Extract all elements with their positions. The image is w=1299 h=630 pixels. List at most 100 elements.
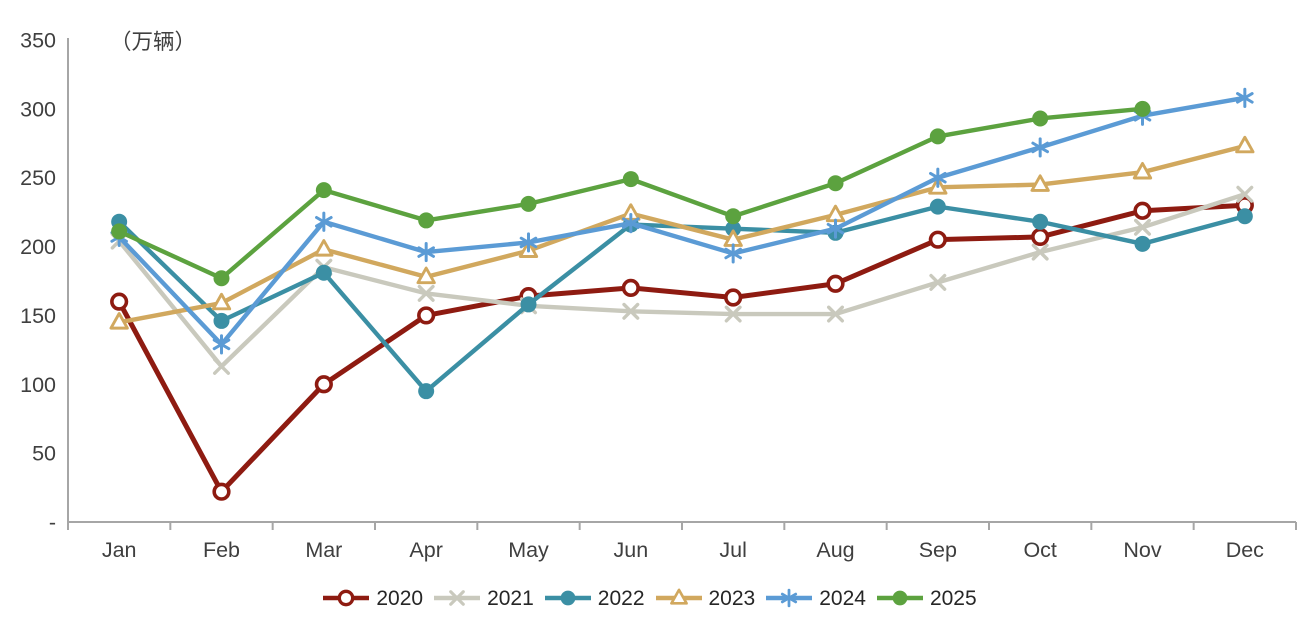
data-point-marker (520, 195, 537, 212)
data-point-marker (212, 482, 231, 501)
data-point-marker (1031, 227, 1050, 247)
chart-legend: 2020 2021 2022 2023 2024 2025 (0, 586, 1299, 610)
data-point-marker (1032, 110, 1049, 127)
series-line-2024 (116, 95, 1248, 347)
x-axis-label: Oct (1023, 538, 1056, 562)
data-point-marker (213, 270, 230, 287)
data-point-marker (669, 588, 688, 605)
data-point-marker (211, 292, 232, 311)
x-axis-label: Feb (203, 538, 240, 562)
x-axis-label: Jul (719, 538, 746, 562)
legend-swatch-2021 (434, 590, 481, 606)
data-point-marker (929, 128, 946, 145)
data-point-marker (519, 236, 538, 249)
data-point-marker (825, 204, 846, 223)
x-axis-label: Apr (409, 538, 442, 562)
legend-label: 2020 (376, 586, 424, 610)
data-point-marker (111, 223, 128, 240)
data-point-marker (109, 312, 129, 330)
legend-label: 2025 (929, 586, 977, 610)
data-point-marker (1235, 135, 1255, 154)
y-axis-tick-label: 50 (32, 442, 56, 466)
data-point-marker (622, 171, 639, 188)
legend-label: 2021 (487, 586, 534, 610)
legend-item-2021: 2021 (433, 586, 534, 610)
y-axis-tick-label: 200 (20, 235, 56, 259)
data-point-marker (826, 274, 845, 293)
x-axis-label: Dec (1226, 538, 1264, 562)
data-point-marker (314, 375, 333, 394)
data-point-marker (1236, 185, 1254, 203)
data-point-marker (724, 247, 742, 260)
series-line-2021 (116, 192, 1248, 369)
data-point-marker (724, 305, 742, 323)
legend-item-2023: 2023 (655, 586, 756, 610)
data-point-marker (827, 175, 844, 192)
data-point-marker (781, 592, 798, 604)
series-line-2023 (116, 143, 1248, 325)
data-point-marker (1031, 141, 1049, 154)
data-point-marker (314, 239, 334, 257)
data-point-marker (725, 220, 742, 237)
y-axis-tick-label: - (49, 511, 56, 535)
series-line-2025 (116, 106, 1145, 281)
data-point-marker (826, 222, 845, 235)
legend-label: 2022 (597, 586, 645, 610)
data-point-marker (315, 215, 333, 228)
data-point-marker (1134, 235, 1151, 252)
data-point-marker (622, 302, 640, 320)
legend-swatch-2023 (655, 588, 702, 605)
data-point-marker (1133, 218, 1152, 236)
data-point-marker (520, 296, 537, 313)
data-point-marker (1132, 161, 1153, 180)
data-point-marker (337, 589, 355, 607)
data-point-marker (417, 284, 435, 302)
data-point-marker (929, 273, 947, 291)
data-point-marker (449, 590, 465, 606)
data-point-marker (892, 590, 908, 606)
x-axis-label: May (508, 538, 549, 562)
data-point-marker (1134, 100, 1151, 117)
x-axis-label: Aug (816, 538, 854, 562)
series-line-2020 (116, 202, 1248, 495)
y-axis-tick-label: 350 (20, 29, 56, 53)
data-point-marker (212, 357, 231, 375)
data-point-marker (315, 182, 332, 199)
unit-label: （万辆） (110, 30, 196, 54)
legend-swatch-2024 (766, 588, 813, 608)
data-point-marker (724, 288, 743, 307)
y-axis-tick-label: 250 (20, 166, 56, 190)
legend-item-2025: 2025 (876, 586, 977, 610)
data-point-marker (315, 264, 332, 281)
legend-item-2020: 2020 (322, 586, 423, 610)
data-point-marker (725, 208, 742, 225)
x-axis-label: Sep (919, 538, 957, 562)
data-point-marker (1133, 201, 1152, 220)
data-point-marker (929, 171, 947, 184)
data-point-marker (416, 266, 436, 285)
data-point-marker (1236, 208, 1253, 225)
x-axis-label: Jan (102, 538, 137, 562)
data-point-marker (110, 292, 129, 311)
data-point-marker (212, 338, 231, 351)
data-point-marker (417, 306, 436, 325)
legend-label: 2023 (708, 586, 756, 610)
data-point-marker (1032, 213, 1049, 230)
y-axis-tick-label: 100 (20, 373, 56, 397)
data-point-marker (1030, 174, 1050, 192)
data-point-marker (418, 212, 435, 229)
legend-label: 2024 (819, 586, 866, 610)
data-point-marker (1236, 92, 1254, 104)
data-point-marker (560, 590, 576, 606)
x-axis-label: Mar (305, 538, 342, 562)
data-point-marker (929, 198, 946, 215)
x-axis-label: Nov (1123, 538, 1161, 562)
y-axis-tick-label: 300 (20, 97, 56, 121)
x-axis-label: Jun (613, 538, 648, 562)
data-point-marker (928, 230, 947, 249)
legend-swatch-2020 (323, 589, 370, 607)
legend-item-2022: 2022 (544, 586, 645, 610)
legend-swatch-2025 (876, 590, 923, 606)
data-point-marker (827, 305, 844, 323)
